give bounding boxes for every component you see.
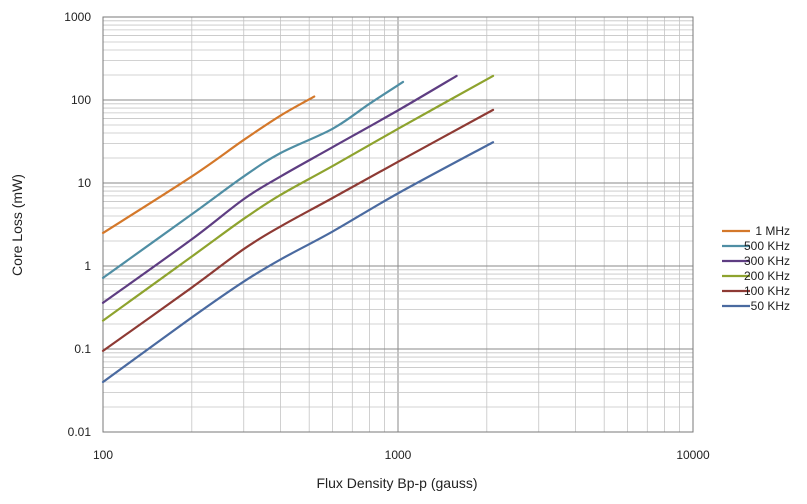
y-tick-label: 100 (71, 93, 91, 107)
y-axis-label: Core Loss (mW) (9, 174, 25, 276)
legend-label: 50 KHz (751, 299, 790, 313)
plot-series (101, 74, 495, 384)
legend-label: 200 KHz (744, 269, 790, 283)
series-line-1-mhz (101, 95, 316, 235)
legend-label: 100 KHz (744, 284, 790, 298)
series-line-200-khz (101, 74, 495, 322)
series-line-500-khz (101, 80, 405, 279)
y-tick-label: 1000 (64, 10, 91, 24)
legend-label: 300 KHz (744, 254, 790, 268)
series-line-300-khz (101, 74, 458, 304)
y-tick-label: 0.01 (68, 425, 92, 439)
y-tick-label: 10 (78, 176, 92, 190)
series-line-100-khz (101, 108, 495, 352)
y-tick-label: 0.1 (74, 342, 91, 356)
y-tick-label: 1 (84, 259, 91, 273)
x-tick-label: 10000 (676, 448, 710, 462)
x-tick-label: 1000 (385, 448, 412, 462)
plot-frame (102, 16, 694, 433)
legend-label: 1 MHz (755, 224, 790, 238)
axis-ticks: 100 1000 10000 0.01 0.1 1 10 100 1000 (64, 10, 710, 462)
legend-label: 500 KHz (744, 239, 790, 253)
series-line-50-khz (101, 141, 495, 384)
x-axis-label: Flux Density Bp-p (gauss) (316, 475, 477, 491)
plot-grid (102, 16, 694, 433)
x-tick-label: 100 (93, 448, 113, 462)
